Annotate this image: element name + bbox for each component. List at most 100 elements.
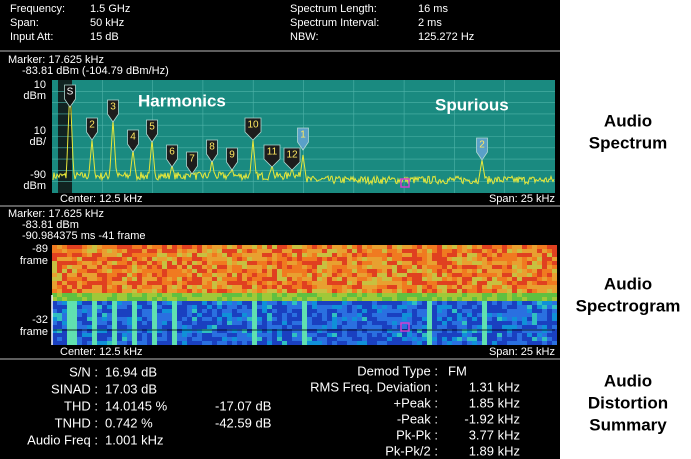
spectrogram-cell (122, 333, 127, 337)
spectrogram-cell (492, 301, 497, 305)
spectrogram-cell (62, 281, 67, 285)
spectrogram-cell (77, 317, 82, 321)
spectrogram-cell (527, 289, 532, 293)
summary-value: -1.92 kHz (464, 411, 520, 426)
spectrogram-cell (357, 285, 362, 289)
spectrogram-cell (497, 285, 502, 289)
spectrogram-cell (382, 285, 387, 289)
spectrogram-cell (287, 297, 292, 301)
spectrogram-cell (77, 265, 82, 269)
spectrogram-cell (67, 261, 72, 265)
spectrogram-cell (492, 293, 497, 297)
spectrogram-cell (492, 245, 497, 249)
spectrogram-cell (162, 253, 167, 257)
spectrogram-cell (417, 285, 422, 289)
spectrogram-cell (77, 293, 82, 297)
spectrogram-cell (487, 253, 492, 257)
spectrogram-cell (217, 297, 222, 301)
spectrogram-cell (252, 293, 257, 297)
spectrogram-cell (207, 329, 212, 333)
spectrogram-cell (62, 253, 67, 257)
spectrogram-cell (137, 309, 142, 313)
spectrogram-cell (137, 305, 142, 309)
spectrogram-cell (252, 281, 257, 285)
spectrogram-cell (307, 313, 312, 317)
spectrogram-cell (407, 333, 412, 337)
spectrogram-cell (227, 321, 232, 325)
spectrogram-cell (222, 321, 227, 325)
spectrogram-cell (507, 249, 512, 253)
spectrogram-cell (437, 273, 442, 277)
spectrogram-cell (102, 293, 107, 297)
spectrogram-cell (62, 305, 67, 309)
spectrogram-cell (542, 333, 547, 337)
spectrogram-cell (67, 289, 72, 293)
spectrogram-cell (502, 297, 507, 301)
spectrogram-cell (307, 305, 312, 309)
spectrogram-cell (182, 309, 187, 313)
spectrogram-cell (347, 325, 352, 329)
header-value: 1.5 GHz (90, 3, 130, 15)
spectrogram-cell (437, 281, 442, 285)
spectrogram-cell (127, 281, 132, 285)
spectrogram-cell (112, 273, 117, 277)
spectrogram-cell (117, 309, 122, 313)
spectrogram-cell (77, 285, 82, 289)
spectrogram-cell (247, 265, 252, 269)
spectrogram-cell (457, 249, 462, 253)
spectrogram-cell (477, 297, 482, 301)
spectrogram-cell (97, 333, 102, 337)
spectrogram-cell (182, 297, 187, 301)
spectrogram-cell (547, 321, 552, 325)
spectrogram-cell (317, 309, 322, 313)
spectrogram-cell (507, 293, 512, 297)
summary-label: Demod Type : (357, 363, 438, 378)
spectrogram-cell (97, 257, 102, 261)
spectrogram-cell (82, 277, 87, 281)
spectrogram-cell (357, 337, 362, 341)
spectrogram-cell (482, 329, 487, 333)
spectrogram-cell (407, 265, 412, 269)
spectrogram-cell (417, 293, 422, 297)
spectrogram-cell (342, 305, 347, 309)
spectrogram-cell (132, 273, 137, 277)
spectrogram-cell (242, 277, 247, 281)
spectrogram-cell (402, 293, 407, 297)
spectrogram-cell (422, 281, 427, 285)
spectrogram-cell (552, 305, 557, 309)
spectrogram-cell (337, 317, 342, 321)
spectrogram-cell (287, 317, 292, 321)
spectrogram-cell (97, 265, 102, 269)
spectrogram-cell (192, 277, 197, 281)
spectrogram-cell (412, 253, 417, 257)
spectrogram-cell (162, 277, 167, 281)
spectrogram-cell (147, 265, 152, 269)
spectrogram-cell (472, 301, 477, 305)
spectrogram-cell (202, 305, 207, 309)
spectrogram-cell (267, 341, 272, 345)
spectrogram-cell (412, 289, 417, 293)
spectrogram-cell (512, 309, 517, 313)
spectrogram-cell (477, 333, 482, 337)
spectrogram-cell (192, 257, 197, 261)
spectrogram-cell (232, 309, 237, 313)
spectrogram-cell (552, 273, 557, 277)
spectrogram-cell (507, 321, 512, 325)
spectrogram-cell (52, 273, 57, 277)
spectrogram-cell (77, 297, 82, 301)
spectrogram-cell (87, 253, 92, 257)
spectrogram-cell (372, 277, 377, 281)
summary-value: 1.001 kHz (105, 432, 164, 447)
spectrogram-cell (532, 261, 537, 265)
spectrogram-cell (97, 285, 102, 289)
spectrogram-cell (92, 249, 97, 253)
spectrogram-cell (442, 277, 447, 281)
spectrogram-cell (362, 269, 367, 273)
spectrogram-cell (547, 301, 552, 305)
spectrogram-cell (142, 253, 147, 257)
spectrogram-cell (322, 285, 327, 289)
spectrogram-cell (532, 289, 537, 293)
spectrogram-cell (452, 333, 457, 337)
spectrogram-cell (177, 277, 182, 281)
spectrogram-cell (247, 329, 252, 333)
